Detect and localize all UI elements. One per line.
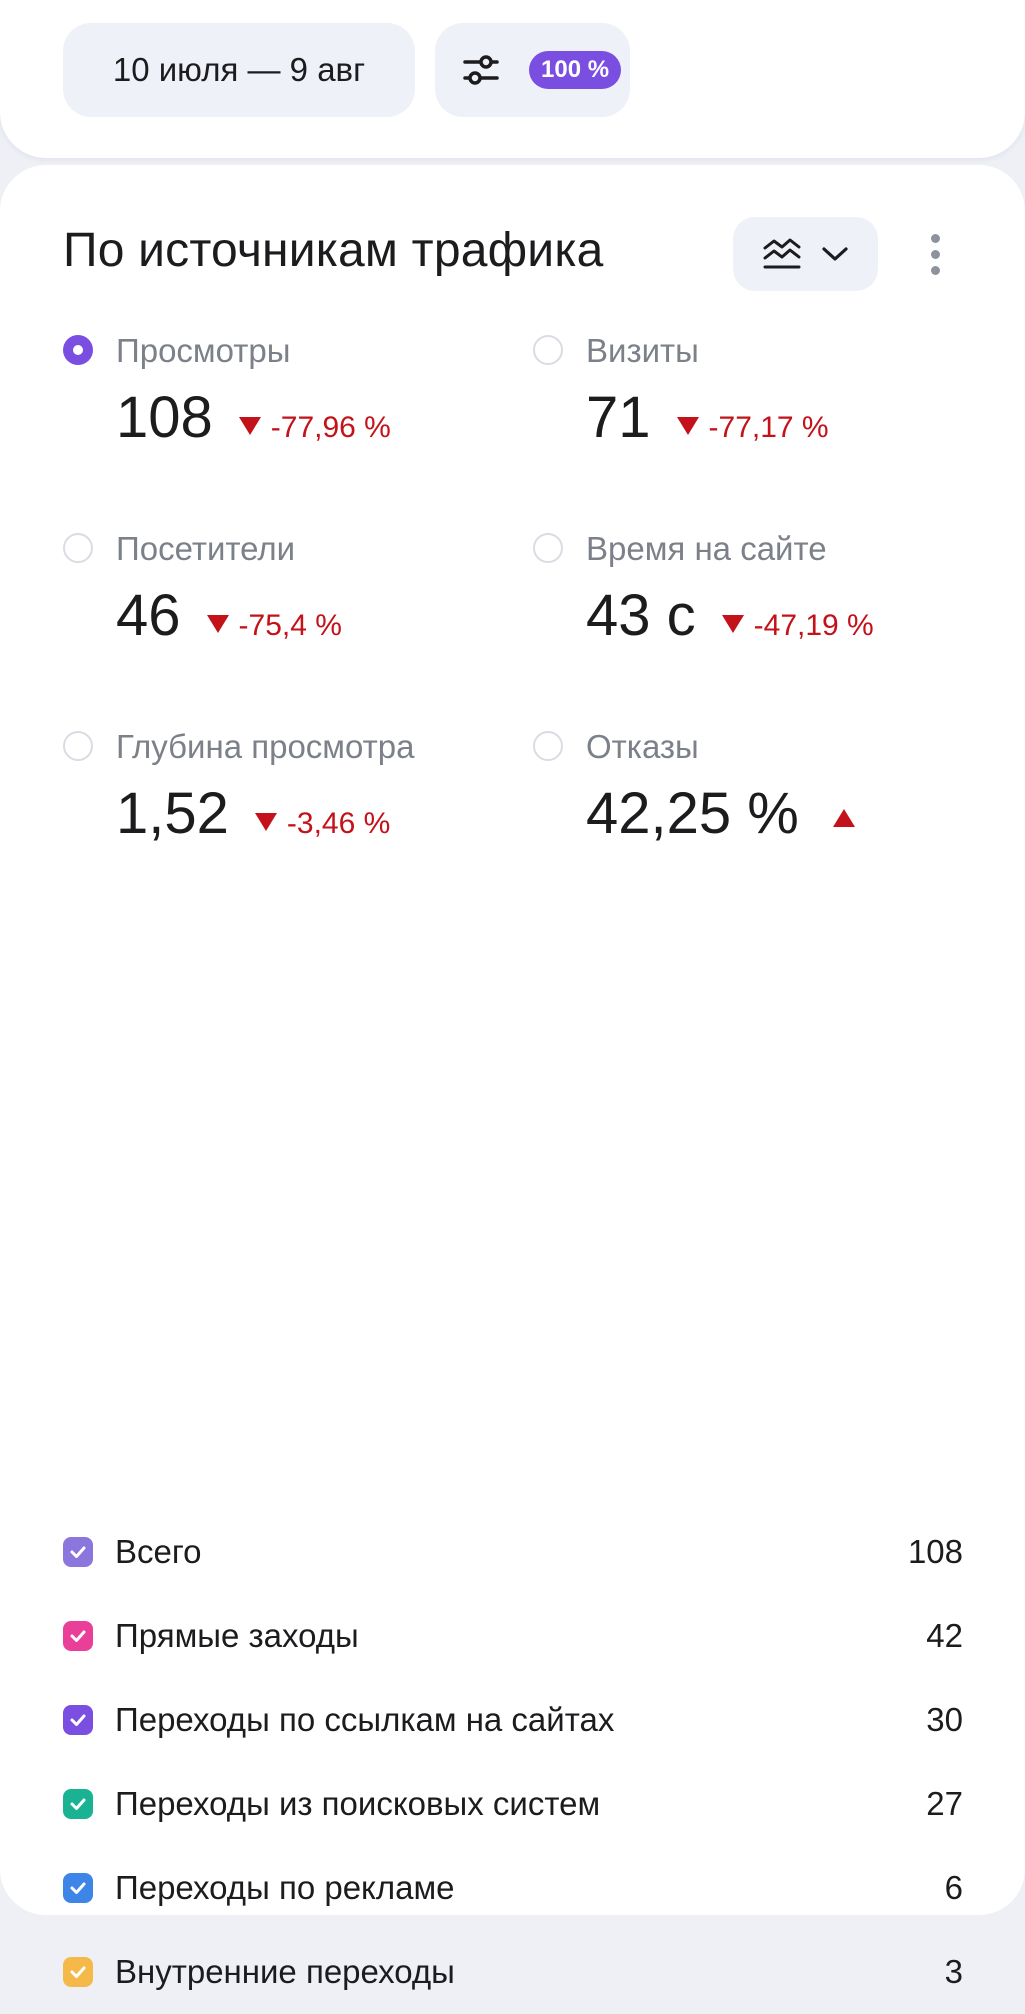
area-chart-icon xyxy=(763,238,800,269)
legend-item[interactable]: Всего 108 xyxy=(63,1510,963,1594)
date-range-button[interactable]: 10 июля — 9 авг xyxy=(63,23,415,117)
metric-label: Посетители xyxy=(116,530,296,567)
metric-value: 71 xyxy=(586,385,651,450)
chevron-down-icon xyxy=(821,247,848,261)
legend-label: Переходы из поисковых систем xyxy=(115,1785,601,1822)
arrow-down-icon xyxy=(721,615,744,633)
checkmark-icon[interactable] xyxy=(63,1873,93,1903)
metric-value: 43 с xyxy=(586,583,696,648)
checkmark-icon[interactable] xyxy=(63,1621,93,1651)
section-title: По источникам трафика xyxy=(63,224,604,277)
metric-change-text: -77,17 % xyxy=(708,411,829,444)
metric-label: Визиты xyxy=(586,332,699,369)
legend-value: 3 xyxy=(944,1953,963,1990)
legend: Всего 108 Прямые заходы 42 Переходы по ссылк… xyxy=(63,1510,963,2014)
metric-value-row: 42,25 % xyxy=(586,780,855,847)
metric-change-text: -75,4 % xyxy=(238,609,342,642)
metric-change-text: -3,46 % xyxy=(286,807,391,840)
arrow-down-icon xyxy=(254,813,277,831)
arrow-up-icon xyxy=(832,809,855,827)
metric-change: -77,17 % xyxy=(676,411,829,445)
metric-radio[interactable] xyxy=(533,335,563,365)
metric-radio[interactable] xyxy=(63,731,93,761)
legend-value: 27 xyxy=(926,1785,963,1822)
metric-radio[interactable] xyxy=(533,533,563,563)
legend-value: 30 xyxy=(926,1701,963,1738)
legend-label: Переходы по рекламе xyxy=(115,1869,455,1906)
legend-item[interactable]: Внутренние переходы 3 xyxy=(63,1930,963,2014)
legend-value: 6 xyxy=(944,1869,963,1906)
legend-label: Всего xyxy=(115,1533,202,1570)
metric-value-row: 1,52 -3,46 % xyxy=(116,780,390,847)
metric-value: 46 xyxy=(116,583,181,648)
legend-item[interactable]: Переходы по ссылкам на сайтах 30 xyxy=(63,1678,963,1762)
chart-type-dropdown[interactable] xyxy=(733,217,878,291)
chart-svg: 081613.0720.0727.0703.0809.08 xyxy=(0,900,1025,1470)
metric-change: -75,4 % xyxy=(206,609,342,643)
metric-value: 1,52 xyxy=(116,781,229,846)
traffic-sources-card: По источникам трафика Просмотры 108 -77,… xyxy=(0,165,1025,1990)
legend-item[interactable]: Переходы из поисковых систем 27 xyxy=(63,1762,963,1846)
legend-label: Переходы по ссылкам на сайтах xyxy=(115,1701,615,1738)
legend-value: 42 xyxy=(926,1617,963,1654)
metric-radio[interactable] xyxy=(533,731,563,761)
arrow-down-icon xyxy=(206,615,229,633)
metric-label: Отказы xyxy=(586,728,699,765)
date-range-label: 10 июля — 9 авг xyxy=(112,51,366,88)
checkmark-icon[interactable] xyxy=(63,1537,93,1567)
metric-value-row: 71 -77,17 % xyxy=(586,384,829,451)
arrow-down-icon xyxy=(238,417,261,435)
metric-change: -3,46 % xyxy=(254,807,391,841)
checkmark-icon[interactable] xyxy=(63,1957,93,1987)
legend-label: Внутренние переходы xyxy=(115,1953,455,1990)
metric-change: -77,96 % xyxy=(238,411,391,445)
metric-change-text: -47,19 % xyxy=(753,609,874,642)
metric-label: Время на сайте xyxy=(586,530,827,567)
arrow-down-icon xyxy=(676,417,699,435)
metric-value: 108 xyxy=(116,385,213,450)
more-vertical-icon[interactable] xyxy=(915,217,955,291)
legend-label: Прямые заходы xyxy=(115,1617,359,1654)
metric-label: Просмотры xyxy=(116,332,291,369)
traffic-chart[interactable]: 081613.0720.0727.0703.0809.08 xyxy=(0,900,1025,1470)
metric-radio-selected[interactable] xyxy=(63,335,93,365)
metric-radio[interactable] xyxy=(63,533,93,563)
sliders-icon xyxy=(463,55,499,85)
metric-change-text: -77,96 % xyxy=(270,411,391,444)
metric-value-row: 43 с -47,19 % xyxy=(586,582,874,649)
metric-value-row: 108 -77,96 % xyxy=(116,384,391,451)
legend-item[interactable]: Переходы по рекламе 6 xyxy=(63,1846,963,1930)
checkmark-icon[interactable] xyxy=(63,1705,93,1735)
metric-label: Глубина просмотра xyxy=(116,728,415,765)
metric-value: 42,25 % xyxy=(586,781,799,846)
metric-value-row: 46 -75,4 % xyxy=(116,582,342,649)
checkmark-icon[interactable] xyxy=(63,1789,93,1819)
sampling-badge: 100 % xyxy=(529,51,622,89)
legend-item[interactable]: Прямые заходы 42 xyxy=(63,1594,963,1678)
top-bar: 10 июля — 9 авг 100 % xyxy=(0,0,1025,158)
legend-value: 108 xyxy=(907,1533,963,1570)
sampling-filter-button[interactable]: 100 % xyxy=(435,23,630,117)
metric-change: -47,19 % xyxy=(721,609,874,643)
